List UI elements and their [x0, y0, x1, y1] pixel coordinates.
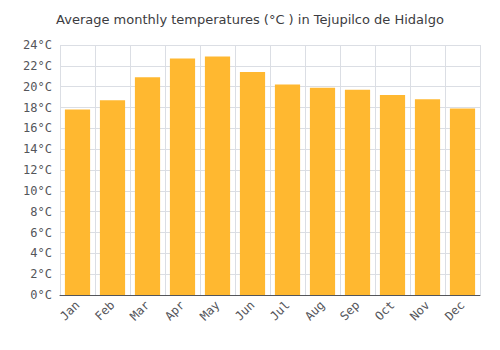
svg-text:Apr: Apr: [162, 298, 187, 323]
svg-text:10°C: 10°C: [23, 184, 52, 198]
svg-text:0°C: 0°C: [30, 288, 52, 302]
svg-text:Oct: Oct: [372, 298, 397, 323]
svg-text:22°C: 22°C: [23, 59, 52, 73]
svg-text:Jan: Jan: [57, 298, 82, 323]
svg-text:4°C: 4°C: [30, 246, 52, 260]
svg-text:Mar: Mar: [127, 298, 152, 323]
svg-text:2°C: 2°C: [30, 267, 52, 281]
svg-text:Jun: Jun: [232, 298, 257, 323]
svg-text:May: May: [197, 298, 222, 323]
svg-text:14°C: 14°C: [23, 142, 52, 156]
svg-text:Aug: Aug: [302, 298, 327, 323]
svg-text:6°C: 6°C: [30, 226, 52, 240]
svg-text:Dec: Dec: [442, 298, 467, 323]
svg-text:Average monthly temperatures (: Average monthly temperatures (°C ) in Te…: [56, 12, 444, 27]
svg-text:Nov: Nov: [407, 298, 432, 323]
svg-text:12°C: 12°C: [23, 163, 52, 177]
svg-text:18°C: 18°C: [23, 101, 52, 115]
svg-text:Jul: Jul: [267, 298, 292, 323]
svg-text:Sep: Sep: [337, 298, 362, 323]
svg-text:16°C: 16°C: [23, 121, 52, 135]
svg-text:20°C: 20°C: [23, 80, 52, 94]
svg-text:Feb: Feb: [92, 298, 117, 323]
svg-text:8°C: 8°C: [30, 205, 52, 219]
svg-text:24°C: 24°C: [23, 38, 52, 52]
